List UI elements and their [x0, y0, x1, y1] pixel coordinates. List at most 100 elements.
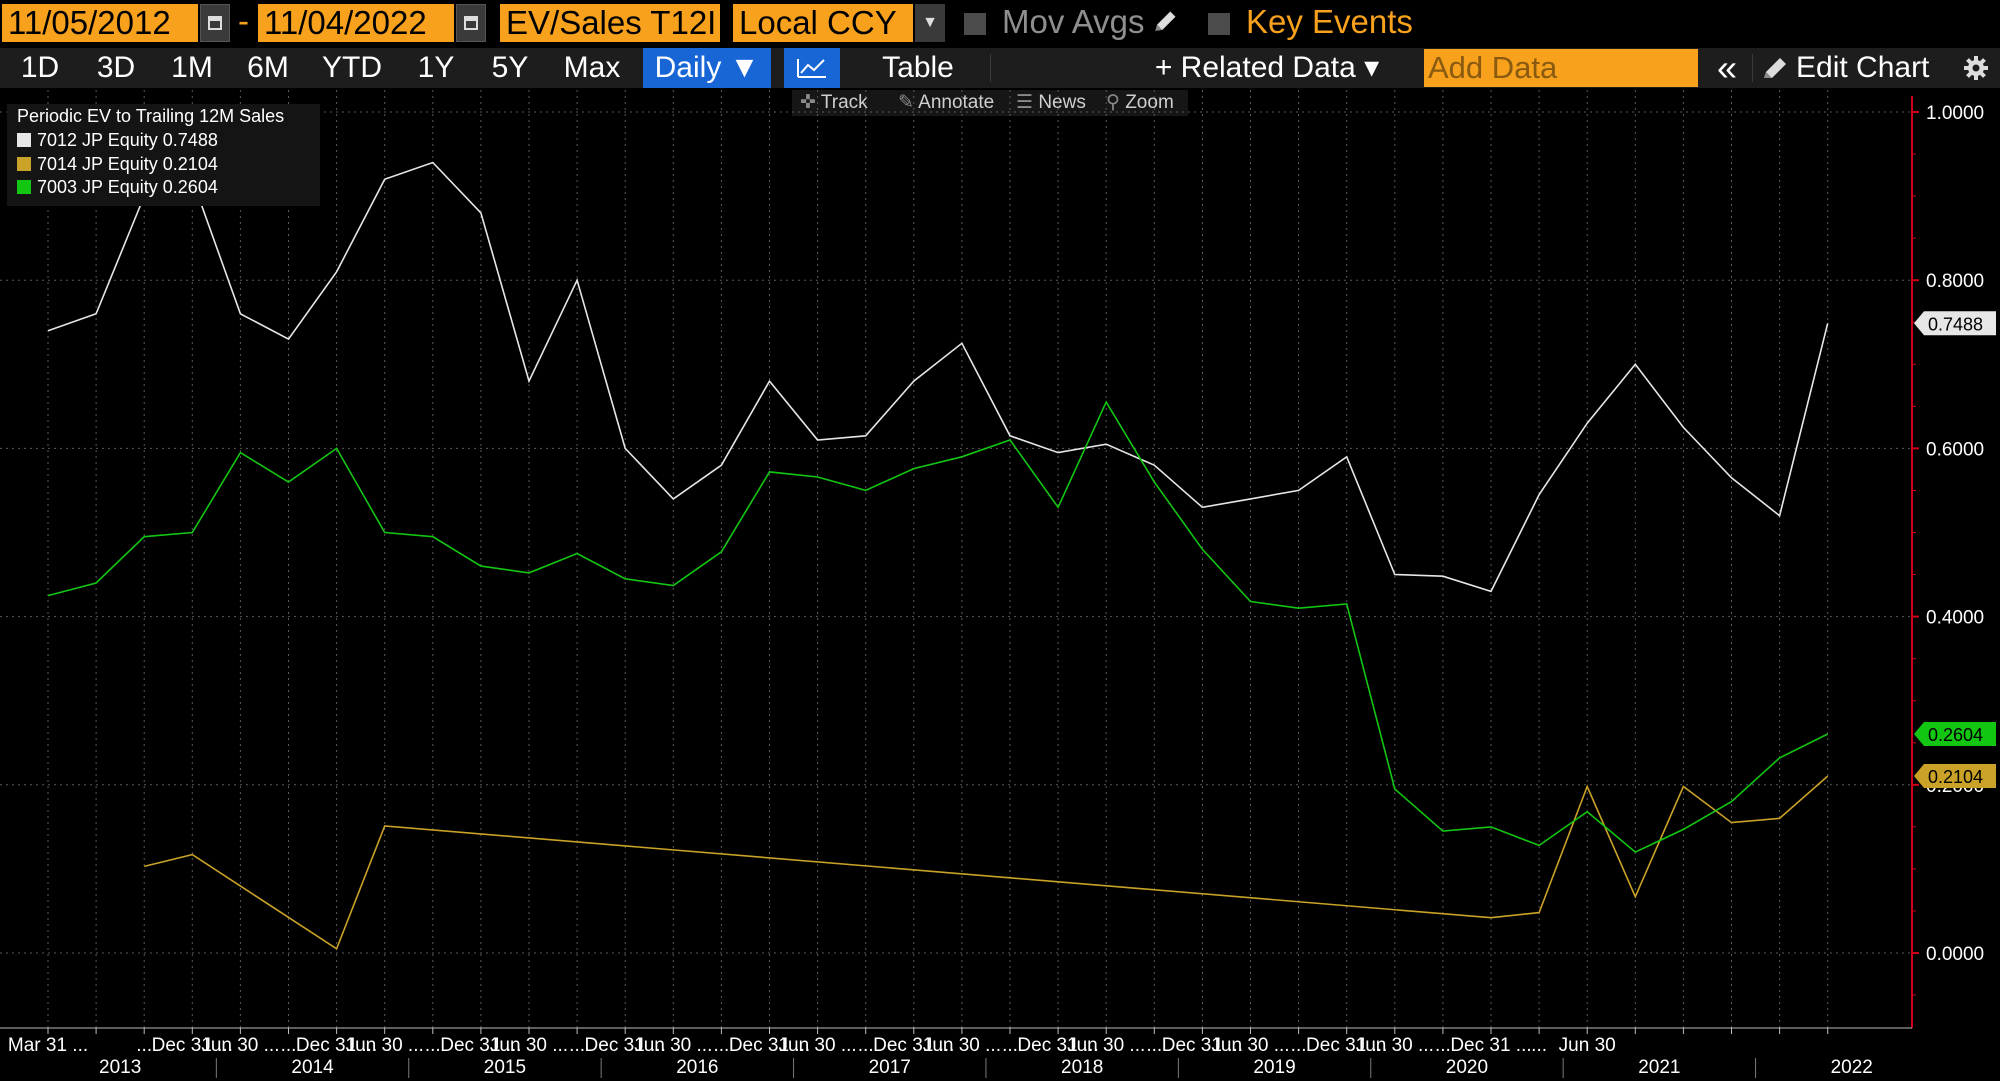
x-tick-label: Jun 30 ... — [1067, 1035, 1145, 1056]
range-button-1y[interactable]: 1Y — [417, 51, 455, 84]
settings-button[interactable] — [1956, 48, 1996, 88]
x-year-label: 2016 — [676, 1057, 718, 1078]
calendar-icon — [464, 16, 478, 30]
line-chart-icon — [797, 59, 826, 78]
x-year-label: 2017 — [869, 1057, 911, 1078]
y-tick-label: 0.0000 — [1926, 944, 1984, 965]
last-value-tag-label: 0.2604 — [1928, 725, 1983, 745]
range-button-1m[interactable]: 1M — [171, 51, 213, 84]
legend-series-name: 7012 JP Equity — [37, 130, 158, 150]
x-tick-label: Dec 31 ... — [585, 1035, 666, 1056]
calendar-icon — [208, 16, 222, 30]
range-button-1d[interactable]: 1D — [20, 51, 60, 84]
chart-legend: Periodic EV to Trailing 12M Sales 7012 J… — [7, 104, 320, 206]
chart-title: Periodic EV to Trailing 12M Sales — [17, 106, 285, 126]
news-tool[interactable]: ☰ News — [1016, 90, 1086, 116]
chart-grid — [0, 90, 1912, 1028]
x-year-label: 2022 — [1831, 1057, 1873, 1078]
top-toolbar: 11/05/2012 - 11/04/2022 EV/Sales T12I Lo… — [0, 0, 2000, 48]
range-button-3d[interactable]: 3D — [96, 51, 136, 84]
track-tool-label: Track — [820, 92, 868, 113]
magnifier-icon: ⚲ — [1106, 92, 1120, 113]
range-button-max[interactable]: Max — [563, 51, 621, 84]
last-value-tag-label: 0.7488 — [1928, 314, 1983, 334]
legend-series-value: 0.7488 — [162, 130, 218, 150]
x-tick-label: Dec 31 ... — [873, 1035, 954, 1056]
range-button-ytd[interactable]: YTD — [322, 51, 382, 84]
x-year-label: 2014 — [291, 1057, 334, 1078]
end-date-field[interactable]: 11/04/2022 — [258, 4, 454, 42]
x-tick-label: ... — [425, 1035, 441, 1056]
add-data-input[interactable]: Add Data — [1424, 49, 1698, 87]
line-chart-button[interactable] — [784, 48, 840, 88]
pencil-icon[interactable] — [1760, 54, 1792, 82]
start-calendar-button[interactable] — [200, 4, 230, 42]
collapse-button[interactable]: « — [1716, 47, 1738, 88]
x-tick-label: Jun 30 ... — [779, 1035, 857, 1056]
x-tick-label: ... — [569, 1035, 585, 1056]
x-tick-label: Dec 31 ... — [1450, 1035, 1531, 1056]
x-tick-label: Jun 30 ... — [490, 1035, 568, 1056]
table-button[interactable]: Table — [882, 51, 954, 84]
x-tick-label: ... — [281, 1035, 297, 1056]
legend-entry-7014[interactable]: 7014 JP Equity 0.2104 — [17, 154, 218, 176]
currency-selector[interactable]: Local CCY — [733, 4, 913, 42]
key-events-checkbox[interactable] — [1208, 13, 1230, 35]
crosshair-icon: ✜ — [800, 92, 816, 113]
series-line-7014 — [144, 775, 1829, 951]
currency-dropdown-button[interactable]: ▼ — [915, 4, 945, 42]
x-tick-label: ... — [1291, 1035, 1307, 1056]
last-value-tag-label: 0.2104 — [1928, 767, 1983, 787]
legend-entry-7012[interactable]: 7012 JP Equity 0.7488 — [17, 130, 218, 152]
zoom-tool[interactable]: ⚲ Zoom — [1106, 90, 1174, 116]
field-selector[interactable]: EV/Sales T12I — [500, 4, 720, 42]
end-calendar-button[interactable] — [456, 4, 486, 42]
legend-entry-7003[interactable]: 7003 JP Equity 0.2604 — [17, 177, 218, 199]
x-year-label: 2021 — [1638, 1057, 1680, 1078]
x-tick-label: Dec 31 ... — [296, 1035, 377, 1056]
related-data-button[interactable]: + Related Data ▾ — [1154, 51, 1380, 84]
x-year-label: 2015 — [484, 1057, 526, 1078]
y-tick-label: 0.4000 — [1926, 608, 1984, 629]
legend-series-name: 7014 JP Equity — [37, 154, 158, 174]
y-axis: 0.00000.20000.40000.60000.80001.00000.74… — [1911, 96, 1996, 1028]
y-tick-label: 0.8000 — [1926, 271, 1984, 292]
chart-tools-strip: ✜ Track ✎ Annotate ☰ News ⚲ Zoom — [792, 90, 1188, 116]
x-tick-label: Jun 30 ... — [923, 1035, 1001, 1056]
news-icon: ☰ — [1016, 92, 1034, 113]
x-tick-label: Dec 31 ... — [440, 1035, 521, 1056]
last-value-tag-bg — [1914, 764, 1996, 789]
x-year-label: 2013 — [99, 1057, 141, 1078]
track-tool[interactable]: ✜ Track — [800, 90, 868, 116]
chart-series — [47, 161, 1829, 951]
toolbar-divider — [990, 54, 991, 82]
x-tick-label: Jun 30 ... — [634, 1035, 712, 1056]
x-tick-label: ... — [858, 1035, 874, 1056]
x-tick-label: Dec 31 ... — [1162, 1035, 1243, 1056]
legend-swatch — [17, 133, 31, 147]
edit-chart-button[interactable]: Edit Chart — [1796, 51, 1930, 84]
x-axis: Mar 31 ...... Dec 31 ...Jun 30 ...... Dec … — [0, 1027, 1912, 1078]
annotate-tool-label: Annotate — [918, 92, 995, 113]
x-tick-label: ... — [1531, 1035, 1547, 1056]
frequency-dropdown[interactable]: Daily ▼ — [643, 48, 771, 88]
last-value-tag: 0.2104 — [1914, 764, 1996, 789]
range-button-5y[interactable]: 5Y — [491, 51, 529, 84]
chevron-down-icon: ▼ — [922, 14, 938, 31]
y-tick-label: 0.6000 — [1926, 439, 1984, 460]
x-tick-label: Jun 30 ... — [1211, 1035, 1289, 1056]
last-value-tag: 0.7488 — [1914, 311, 1996, 336]
x-tick-label: Dec 31 ... — [1306, 1035, 1387, 1056]
mov-avgs-label: Mov Avgs — [1002, 3, 1145, 40]
last-value-tag: 0.2604 — [1914, 722, 1996, 747]
range-button-6m[interactable]: 6M — [247, 51, 289, 84]
y-tick-label: 1.0000 — [1926, 103, 1984, 124]
last-value-tag-bg — [1914, 311, 1996, 336]
start-date-field[interactable]: 11/05/2012 — [2, 4, 198, 42]
mov-avgs-checkbox[interactable] — [964, 13, 986, 35]
pencil-icon[interactable] — [1148, 8, 1182, 36]
x-tick-label: Dec 31 ... — [152, 1035, 233, 1056]
x-tick-label: Jun 30 ... — [1356, 1035, 1434, 1056]
annotate-tool[interactable]: ✎ Annotate — [898, 90, 994, 116]
x-tick-label: ... — [136, 1035, 152, 1056]
